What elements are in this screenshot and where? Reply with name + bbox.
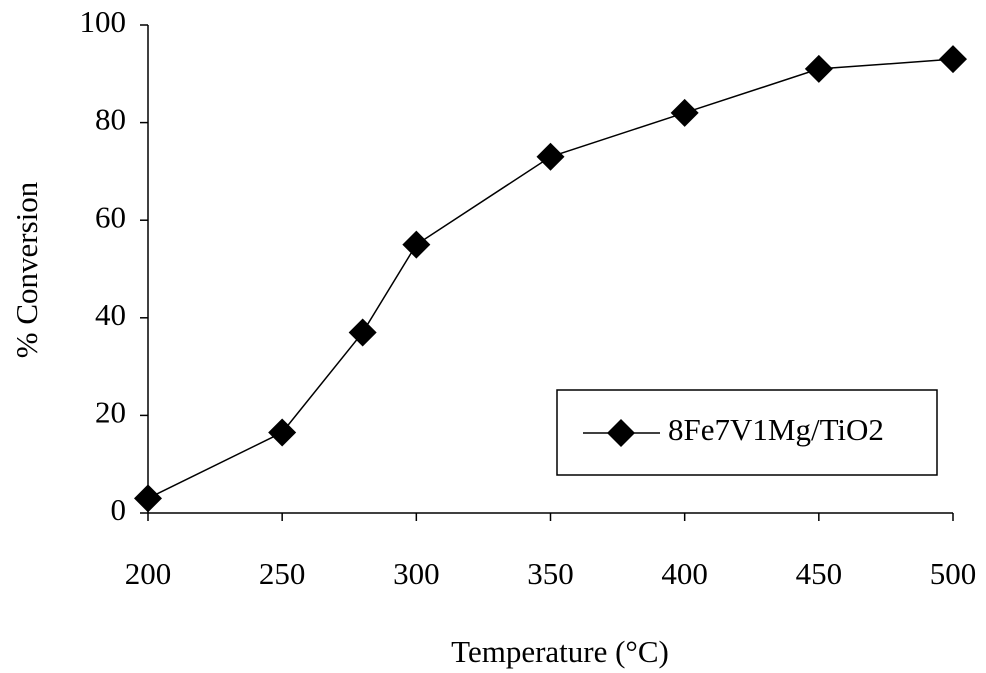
- x-axis-title: Temperature (°C): [451, 634, 669, 669]
- series-line: [147, 58, 954, 500]
- x-tick-label: 400: [661, 556, 708, 591]
- x-tick-label: 300: [393, 556, 440, 591]
- y-axis-title: % Conversion: [9, 181, 44, 358]
- y-tick-label: 0: [111, 492, 127, 527]
- y-tick-label: 40: [95, 297, 126, 332]
- data-point: [402, 230, 431, 259]
- x-tick-label: 250: [259, 556, 306, 591]
- x-tick-label: 500: [930, 556, 977, 591]
- y-tick-label: 60: [95, 199, 126, 234]
- x-tick-label: 200: [125, 556, 172, 591]
- data-point: [939, 45, 967, 74]
- legend-label: 8Fe7V1Mg/TiO2: [668, 412, 884, 447]
- legend-marker: [607, 419, 635, 447]
- y-tick-label: 20: [95, 395, 126, 430]
- y-tick-label: 100: [80, 4, 127, 39]
- x-tick-label: 450: [796, 556, 843, 591]
- data-point: [134, 484, 162, 513]
- data-point: [348, 318, 377, 347]
- y-tick-label: 80: [95, 102, 126, 137]
- data-point: [670, 98, 699, 127]
- data-point: [804, 54, 833, 83]
- data-point: [536, 142, 565, 171]
- data-point: [268, 418, 297, 447]
- x-tick-label: 350: [527, 556, 574, 591]
